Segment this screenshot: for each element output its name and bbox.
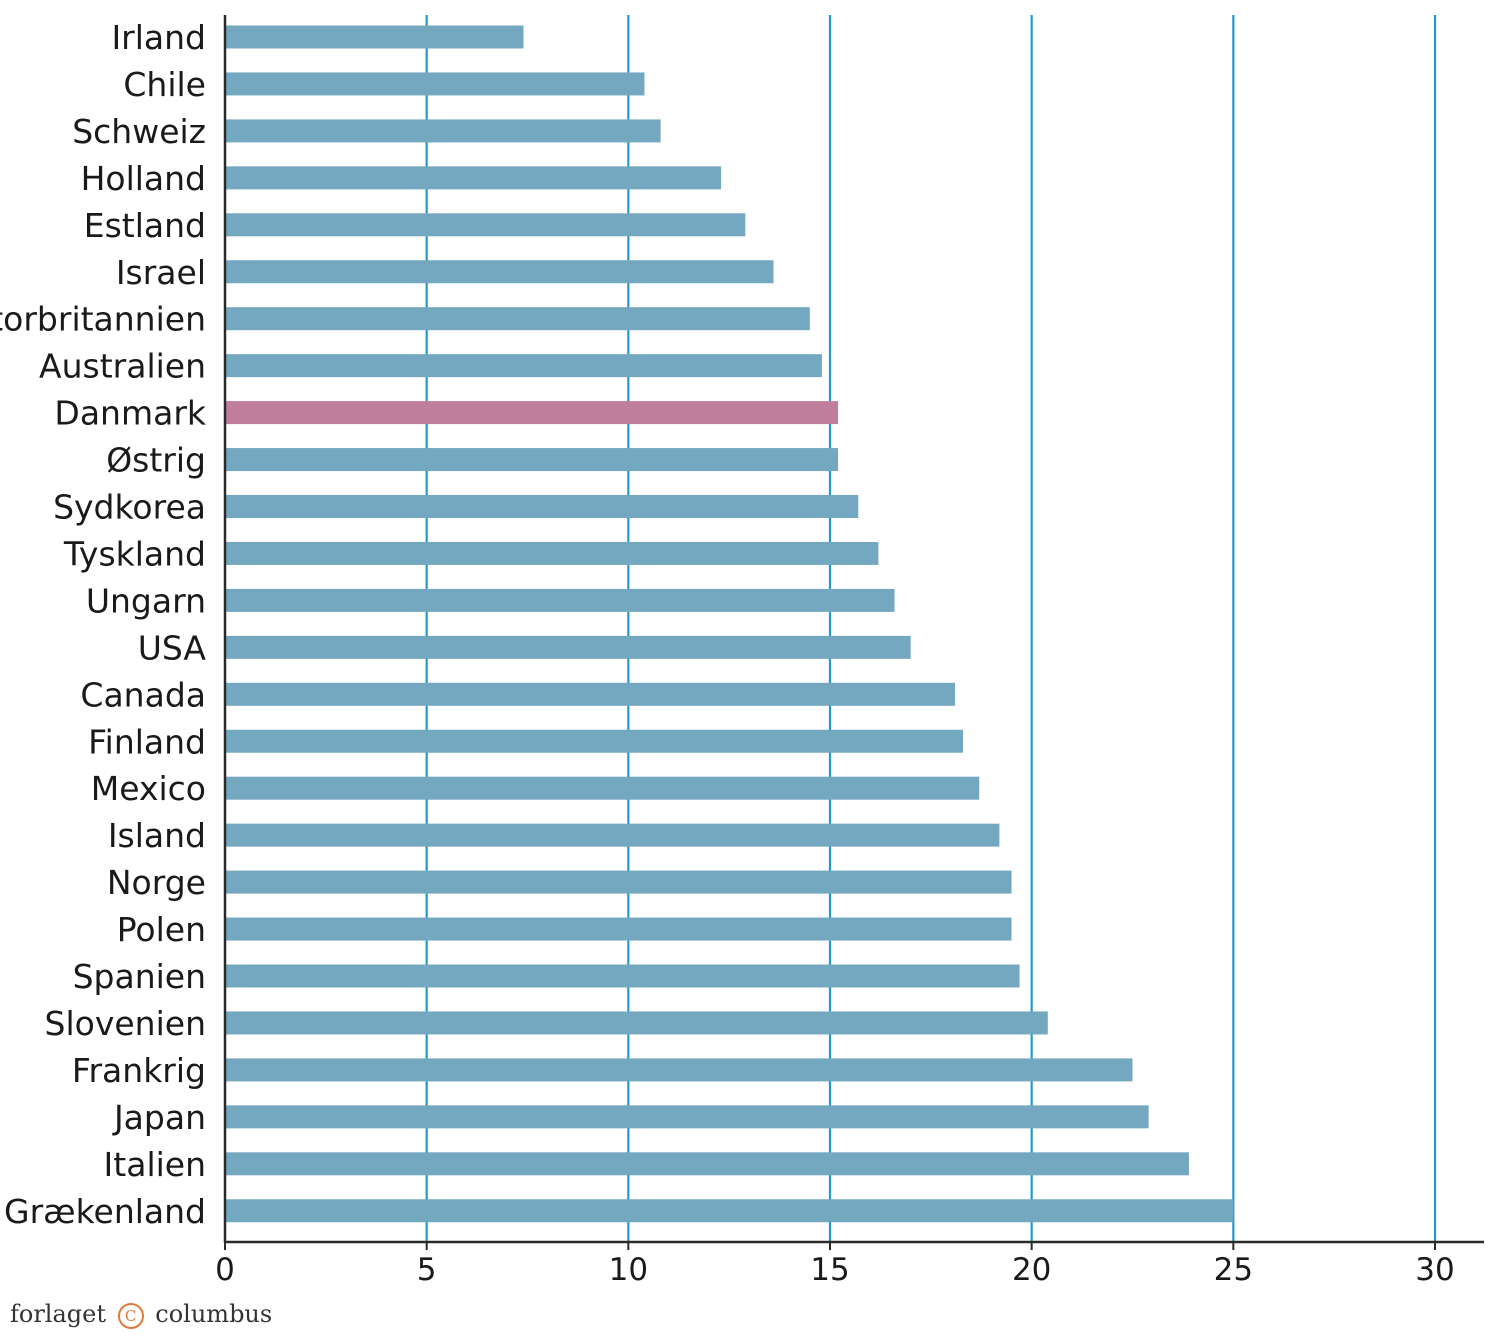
category-label: USA <box>138 628 207 667</box>
bar-østrig <box>225 448 839 472</box>
category-label: Schweiz <box>72 112 206 151</box>
bar-ungarn <box>225 588 895 612</box>
category-label: Polen <box>117 910 206 949</box>
bar-norge <box>225 870 1012 894</box>
category-label: Ungarn <box>86 581 206 620</box>
bar-usa <box>225 635 911 659</box>
category-label: Mexico <box>91 769 206 808</box>
bars <box>225 25 1234 1223</box>
bar-irland <box>225 25 524 49</box>
x-tick-label: 20 <box>1012 1252 1051 1288</box>
bar-sydkorea <box>225 495 859 518</box>
category-label: Japan <box>112 1098 206 1137</box>
category-label: Frankrig <box>72 1051 206 1090</box>
bar-frankrig <box>225 1058 1133 1082</box>
x-tick-label: 10 <box>609 1252 648 1288</box>
bar-israel <box>225 260 774 284</box>
category-label: Slovenien <box>45 1004 206 1043</box>
publisher-name-right: columbus <box>155 1300 273 1328</box>
category-label: Storbritannien <box>0 300 206 339</box>
category-label: Holland <box>81 159 206 198</box>
bar-spanien <box>225 964 1020 988</box>
bar-tyskland <box>225 541 879 565</box>
x-tick-label: 0 <box>215 1252 235 1288</box>
category-label: Norge <box>107 863 206 902</box>
bar-australien <box>225 354 822 378</box>
category-label: Irland <box>111 18 206 57</box>
bar-danmark <box>225 401 839 425</box>
bar-chile <box>225 72 645 96</box>
publisher-name-left: forlaget <box>10 1300 106 1328</box>
category-labels: Irland Chile Schweiz Holland Estland Israel St… <box>0 18 207 1231</box>
bar-slovenien <box>225 1011 1048 1035</box>
x-tick-label: 25 <box>1214 1252 1253 1288</box>
bar-canada <box>225 682 956 706</box>
bar-island <box>225 823 1000 847</box>
x-tick-label: 30 <box>1415 1252 1454 1288</box>
bar-estland <box>225 213 746 237</box>
category-label: Finland <box>88 722 206 761</box>
category-label: Australien <box>39 347 206 386</box>
tick-labels: 0 5 10 15 20 25 30 <box>215 1252 1455 1288</box>
category-label: Chile <box>123 65 206 104</box>
bar-mexico <box>225 776 980 800</box>
axes <box>223 15 1484 1250</box>
category-label: Israel <box>116 253 206 292</box>
bar-storbritannien <box>225 307 810 331</box>
gridlines <box>425 15 1437 1242</box>
x-tick-label: 5 <box>417 1252 437 1288</box>
bar-japan <box>225 1105 1149 1129</box>
category-label: Canada <box>80 675 206 714</box>
category-label: Island <box>108 816 206 855</box>
category-label: Estland <box>84 206 206 245</box>
publisher-logo: forlaget C columbus <box>10 1300 272 1329</box>
category-label: Tyskland <box>63 534 206 573</box>
category-label: Italien <box>104 1145 206 1184</box>
bar-grækenland <box>225 1199 1234 1223</box>
category-label: Danmark <box>54 394 206 433</box>
bar-finland <box>225 729 964 753</box>
category-label: Sydkorea <box>53 488 206 527</box>
bar-holland <box>225 166 722 190</box>
x-tick-label: 15 <box>810 1252 849 1288</box>
bar-italien <box>225 1152 1189 1176</box>
bar-schweiz <box>225 119 661 143</box>
copyright-icon: C <box>117 1302 144 1329</box>
category-label: Spanien <box>73 957 206 996</box>
bar-polen <box>225 917 1012 941</box>
category-label: Grækenland <box>4 1192 206 1231</box>
category-label: Østrig <box>106 441 206 480</box>
